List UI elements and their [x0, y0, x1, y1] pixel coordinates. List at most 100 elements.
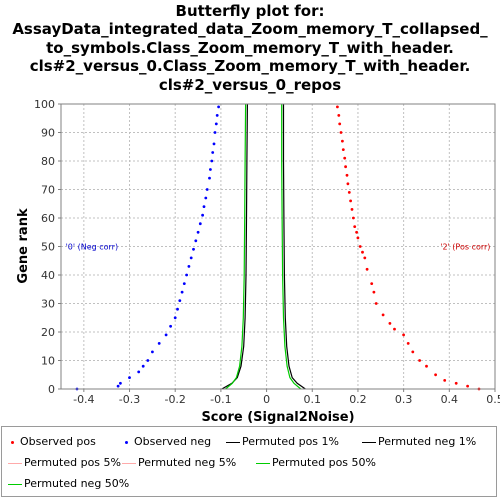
x-tick-label: 0.4 — [441, 393, 459, 406]
data-point — [466, 385, 469, 388]
data-point — [443, 379, 446, 382]
y-tick-label: 80 — [41, 155, 55, 168]
data-point — [359, 245, 362, 248]
data-point — [146, 359, 149, 362]
x-tick-label: 0.3 — [395, 393, 413, 406]
data-point — [204, 197, 207, 200]
data-point — [336, 106, 339, 109]
legend-label: Permuted neg 50% — [24, 477, 129, 490]
data-point — [185, 274, 188, 277]
x-tick-label: -0.1 — [210, 393, 231, 406]
data-point — [434, 373, 437, 376]
legend-label: Permuted neg 1% — [378, 435, 476, 448]
y-tick-label: 40 — [41, 269, 55, 282]
data-point — [137, 371, 140, 374]
data-point — [349, 200, 352, 203]
data-point — [382, 314, 385, 317]
data-point — [337, 114, 340, 117]
legend-item: Permuted pos 5% — [8, 456, 121, 470]
data-point — [393, 328, 396, 331]
x-tick-label: -0.4 — [73, 393, 94, 406]
data-point — [355, 231, 358, 234]
data-point — [190, 257, 193, 260]
data-point — [455, 382, 458, 385]
legend-item: Permuted neg 1% — [362, 435, 476, 449]
data-point — [208, 177, 211, 180]
data-point — [216, 114, 219, 117]
legend-dot-icon — [11, 441, 14, 444]
data-point — [373, 291, 376, 294]
legend-label: Permuted neg 5% — [138, 456, 236, 469]
y-axis-label: Gene rank — [16, 208, 31, 284]
legend-item: Permuted pos 1% — [226, 435, 339, 449]
data-point — [347, 182, 350, 185]
legend: Observed pos Observed neg Permuted pos 1% P… — [1, 426, 497, 497]
data-point — [215, 123, 218, 126]
legend-item: Permuted pos 50% — [256, 456, 376, 470]
x-tick-label: 0.5 — [486, 393, 500, 406]
data-point — [194, 239, 197, 242]
data-point — [357, 237, 360, 240]
data-point — [181, 291, 184, 294]
data-point — [199, 222, 202, 225]
data-point — [183, 282, 186, 285]
y-tick-label: 90 — [41, 127, 55, 140]
legend-item: Observed neg — [122, 435, 211, 449]
legend-line-icon — [122, 463, 136, 464]
y-tick-label: 20 — [41, 326, 55, 339]
data-point — [353, 225, 356, 228]
legend-line-icon — [8, 484, 22, 485]
data-point — [174, 316, 177, 319]
data-point — [346, 174, 349, 177]
y-tick-label: 60 — [41, 212, 55, 225]
butterfly-plot: '0' (Neg corr) '2' (Pos corr) -0.4 -0.3 -0.… — [0, 0, 500, 426]
data-point — [375, 302, 378, 305]
data-point — [348, 191, 351, 194]
data-point — [418, 359, 421, 362]
x-tick-label: 0 — [263, 393, 270, 406]
y-tick-label: 50 — [41, 241, 55, 254]
legend-item: Observed pos — [8, 435, 96, 449]
legend-label: Observed pos — [20, 435, 96, 448]
legend-item: Permuted neg 5% — [122, 456, 236, 470]
y-tick-label: 10 — [41, 355, 55, 368]
data-point — [351, 208, 354, 211]
data-point — [169, 325, 172, 328]
data-point — [197, 231, 200, 234]
data-point — [352, 217, 355, 220]
x-axis-label: Score (Signal2Noise) — [201, 410, 354, 425]
data-point — [366, 268, 369, 271]
data-point — [389, 322, 392, 325]
legend-label: Permuted pos 1% — [242, 435, 339, 448]
data-point — [407, 342, 410, 345]
data-point — [343, 157, 346, 160]
legend-line-icon — [256, 463, 270, 464]
x-tick-label: 0.1 — [304, 393, 322, 406]
data-point — [342, 148, 345, 151]
data-point — [363, 257, 366, 260]
x-tick-label: -0.3 — [119, 393, 140, 406]
x-tick-label: 0.2 — [349, 393, 367, 406]
data-point — [210, 160, 213, 163]
data-point — [188, 265, 191, 268]
y-tick-label: 0 — [48, 383, 55, 396]
data-point — [213, 143, 216, 146]
data-point — [370, 282, 373, 285]
legend-line-icon — [362, 442, 376, 443]
legend-line-icon — [8, 463, 22, 464]
legend-label: Permuted pos 50% — [272, 456, 376, 469]
data-point — [203, 205, 206, 208]
annotation-label: '2' (Pos corr) — [440, 243, 490, 252]
data-point — [151, 351, 154, 354]
data-point — [165, 334, 168, 337]
data-point — [344, 165, 347, 168]
legend-line-icon — [226, 442, 240, 443]
data-point — [425, 365, 428, 368]
data-point — [211, 151, 214, 154]
data-point — [361, 251, 364, 254]
data-point — [206, 188, 209, 191]
data-point — [214, 131, 217, 134]
data-point — [402, 334, 405, 337]
data-point — [117, 385, 120, 388]
legend-item: Permuted neg 50% — [8, 477, 129, 491]
